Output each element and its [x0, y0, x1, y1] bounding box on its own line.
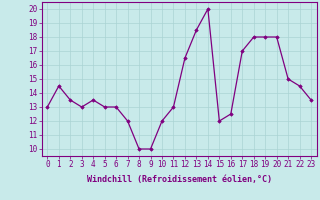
- X-axis label: Windchill (Refroidissement éolien,°C): Windchill (Refroidissement éolien,°C): [87, 175, 272, 184]
